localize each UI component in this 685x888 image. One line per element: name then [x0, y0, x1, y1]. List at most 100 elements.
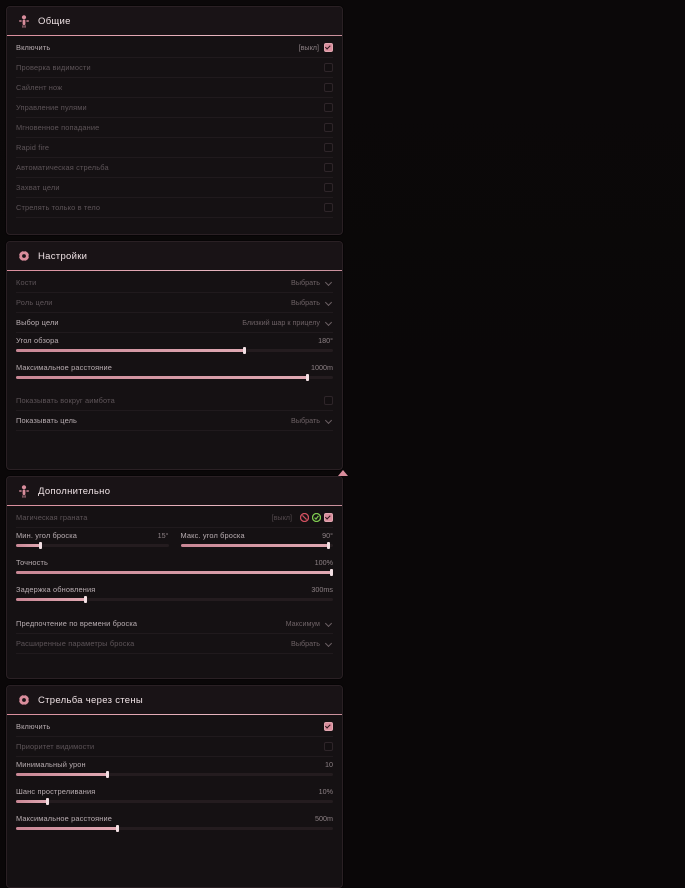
chevron-down-icon	[326, 299, 333, 306]
row-target-lock[interactable]: Захват цели	[16, 178, 333, 198]
checkbox-bullet-control[interactable]	[324, 103, 333, 112]
dropdown-target-role[interactable]: Выбрать	[291, 298, 333, 307]
row-target-role[interactable]: Роль цели Выбрать	[16, 293, 333, 313]
slider-track[interactable]	[16, 347, 333, 354]
row-throw-angles[interactable]: Мин. угол броска 15° Макс. угол броска	[16, 528, 333, 555]
gear-icon	[17, 249, 31, 263]
checkbox-magic-grenade[interactable]	[324, 513, 333, 522]
checkbox-auto-fire[interactable]	[324, 163, 333, 172]
row-label: Мин. угол броска	[16, 531, 78, 540]
row-body-only[interactable]: Стрелять только в тело	[16, 198, 333, 218]
scroll-down-arrow-icon[interactable]	[337, 470, 348, 476]
slider-value: 180°	[318, 336, 333, 345]
checkbox-body-only[interactable]	[324, 203, 333, 212]
row-value: [выкл]	[298, 43, 319, 52]
slider-track[interactable]	[180, 542, 333, 549]
checkbox-enable[interactable]	[324, 43, 333, 52]
row-bullet-control[interactable]: Управление пулями	[16, 98, 333, 118]
row-throw-time-preference[interactable]: Предпочтение по времени броска Максимум	[16, 614, 333, 634]
checkbox-wallbang-enable[interactable]	[324, 722, 333, 731]
slider-knob[interactable]	[330, 569, 333, 576]
slider-max-distance[interactable]: Максимальное расстояние 1000m	[16, 363, 333, 381]
row-auto-fire[interactable]: Автоматическая стрельба	[16, 158, 333, 178]
slider-track[interactable]	[16, 825, 333, 832]
row-silent-knife[interactable]: Сайлент нож	[16, 78, 333, 98]
dropdown-value: Выбрать	[291, 298, 320, 307]
row-accuracy[interactable]: Точность 100%	[16, 555, 333, 582]
row-magic-grenade[interactable]: Магическая граната [выкл]	[16, 508, 333, 528]
slider-update-delay[interactable]: Задержка обновления 300ms	[16, 585, 333, 603]
row-label: Мгновенное попадание	[16, 123, 100, 132]
row-wallbang-enable[interactable]: Включить	[16, 717, 333, 737]
slider-penetration-chance[interactable]: Шанс простреливания 10%	[16, 787, 333, 805]
panel-general-body: Включить [выкл] Проверка видимости Сайле…	[7, 36, 342, 234]
row-fov[interactable]: Угол обзора 180°	[16, 333, 333, 360]
slider-track[interactable]	[16, 374, 333, 381]
slider-value: 90°	[322, 531, 333, 540]
row-label: Задержка обновления	[16, 585, 96, 594]
slider-track[interactable]	[16, 771, 333, 778]
checkbox-visibility-priority[interactable]	[324, 742, 333, 751]
slider-knob[interactable]	[326, 542, 330, 549]
slider-accuracy[interactable]: Точность 100%	[16, 558, 333, 576]
checkbox-target-lock[interactable]	[324, 183, 333, 192]
row-bones[interactable]: Кости Выбрать	[16, 273, 333, 293]
row-label: Роль цели	[16, 298, 53, 307]
aimbot-person-icon	[17, 14, 31, 28]
checkbox-visibility-check[interactable]	[324, 63, 333, 72]
row-label: Rapid fire	[16, 143, 50, 152]
slider-track[interactable]	[16, 798, 333, 805]
row-value: [выкл]	[271, 513, 292, 522]
chevron-down-icon	[326, 620, 333, 627]
row-advanced-throw-params[interactable]: Расширенные параметры броска Выбрать	[16, 634, 333, 654]
row-max-distance[interactable]: Максимальное расстояние 1000m	[16, 360, 333, 387]
slider-fov[interactable]: Угол обзора 180°	[16, 336, 333, 354]
slider-min-throw-angle[interactable]: Мин. угол броска 15°	[16, 531, 169, 549]
checkbox-show-around-aimbot[interactable]	[324, 396, 333, 405]
row-target-select[interactable]: Выбор цели Близкий шар к прицелу	[16, 313, 333, 333]
row-label: Точность	[16, 558, 49, 567]
row-label: Захват цели	[16, 183, 60, 192]
row-min-damage[interactable]: Минимальный урон 10	[16, 757, 333, 784]
dropdown-throw-time-preference[interactable]: Максимум	[286, 619, 333, 628]
row-visibility-check[interactable]: Проверка видимости	[16, 58, 333, 78]
dropdown-target-select[interactable]: Близкий шар к прицелу	[242, 318, 333, 327]
slider-knob[interactable]	[306, 374, 310, 381]
row-label: Минимальный урон	[16, 760, 86, 769]
slider-track[interactable]	[16, 569, 333, 576]
grenade-green-icon[interactable]	[312, 513, 321, 522]
slider-max-throw-angle[interactable]: Макс. угол броска 90°	[180, 531, 333, 549]
dropdown-advanced-throw-params[interactable]: Выбрать	[291, 639, 333, 648]
dropdown-bones[interactable]: Выбрать	[291, 278, 333, 287]
slider-wallbang-max-distance[interactable]: Максимальное расстояние 500m	[16, 814, 333, 832]
row-visibility-priority[interactable]: Приоритет видимости	[16, 737, 333, 757]
grenade-red-icon[interactable]	[300, 513, 309, 522]
row-update-delay[interactable]: Задержка обновления 300ms	[16, 582, 333, 609]
panel-additional-body: Магическая граната [выкл] Мин. угол брос…	[7, 506, 342, 678]
checkbox-silent-knife[interactable]	[324, 83, 333, 92]
slider-knob[interactable]	[242, 347, 246, 354]
panel-settings-header: Настройки	[7, 242, 342, 271]
row-show-around-aimbot[interactable]: Показывать вокруг аимбота	[16, 391, 333, 411]
slider-track[interactable]	[16, 596, 333, 603]
row-show-target[interactable]: Показывать цель Выбрать	[16, 411, 333, 431]
row-instant-hit[interactable]: Мгновенное попадание	[16, 118, 333, 138]
panel-wallbang-header: Стрельба через стены	[7, 686, 342, 715]
row-enable[interactable]: Включить [выкл]	[16, 38, 333, 58]
slider-value: 10	[325, 760, 333, 769]
slider-track[interactable]	[16, 542, 169, 549]
slider-knob[interactable]	[106, 771, 110, 778]
slider-knob[interactable]	[115, 825, 119, 832]
slider-min-damage[interactable]: Минимальный урон 10	[16, 760, 333, 778]
row-label: Автоматическая стрельба	[16, 163, 109, 172]
row-penetration-chance[interactable]: Шанс простреливания 10%	[16, 784, 333, 811]
slider-knob[interactable]	[84, 596, 88, 603]
dropdown-show-target[interactable]: Выбрать	[291, 416, 333, 425]
checkbox-rapid-fire[interactable]	[324, 143, 333, 152]
row-rapid-fire[interactable]: Rapid fire	[16, 138, 333, 158]
row-wallbang-max-distance[interactable]: Максимальное расстояние 500m	[16, 811, 333, 838]
slider-value: 300ms	[311, 585, 333, 594]
checkbox-instant-hit[interactable]	[324, 123, 333, 132]
slider-knob[interactable]	[38, 542, 42, 549]
slider-knob[interactable]	[46, 798, 50, 805]
